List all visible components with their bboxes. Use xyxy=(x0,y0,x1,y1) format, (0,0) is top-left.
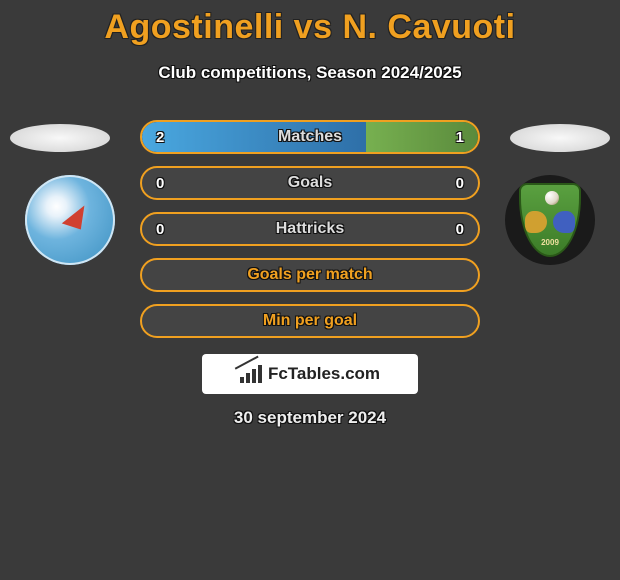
stat-value-right: 0 xyxy=(456,175,464,192)
player-right-name: N. Cavuoti xyxy=(342,8,515,46)
stat-label: Goals xyxy=(288,174,332,192)
stat-row: 0 0 Hattricks xyxy=(140,212,480,246)
shield-lion-right-icon xyxy=(553,211,575,233)
stat-row: Goals per match xyxy=(140,258,480,292)
stat-value-left: 0 xyxy=(156,221,164,238)
page-title: Agostinelli vs N. Cavuoti xyxy=(0,8,620,47)
stat-label: Hattricks xyxy=(276,220,344,238)
player-left-avatar xyxy=(10,124,110,152)
stats-area: 2 1 Matches 0 0 Goals 0 0 Hattricks Goals per mat… xyxy=(140,120,480,350)
stat-value-right: 0 xyxy=(456,221,464,238)
player-left-name: Agostinelli xyxy=(104,8,283,46)
club-right-badge xyxy=(505,175,595,265)
shield-lion-left-icon xyxy=(525,211,547,233)
stat-label: Matches xyxy=(278,128,342,146)
stat-value-right: 1 xyxy=(456,129,464,146)
chart-icon xyxy=(240,365,262,383)
subtitle: Club competitions, Season 2024/2025 xyxy=(0,63,620,83)
club-left-badge xyxy=(25,175,115,265)
brand-text: FcTables.com xyxy=(268,364,380,384)
stat-label: Goals per match xyxy=(247,266,372,284)
stat-value-left: 2 xyxy=(156,129,164,146)
stat-value-left: 0 xyxy=(156,175,164,192)
player-right-avatar xyxy=(510,124,610,152)
brand-box[interactable]: FcTables.com xyxy=(202,354,418,394)
title-vs: vs xyxy=(294,8,333,46)
stat-row: 0 0 Goals xyxy=(140,166,480,200)
stat-row: Min per goal xyxy=(140,304,480,338)
shield-icon xyxy=(519,183,581,257)
date-text: 30 september 2024 xyxy=(0,408,620,428)
stat-row: 2 1 Matches xyxy=(140,120,480,154)
stat-label: Min per goal xyxy=(263,312,357,330)
